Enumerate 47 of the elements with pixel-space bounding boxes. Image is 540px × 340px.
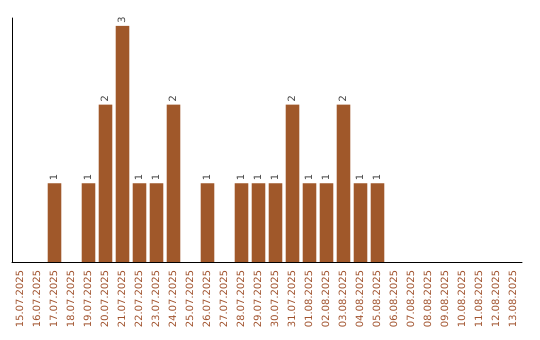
data-label: 1: [253, 174, 264, 180]
data-label: 2: [168, 95, 179, 102]
x-tick-label: 03.08.2025: [338, 270, 349, 328]
x-tick-label: 21.07.2025: [117, 270, 128, 328]
x-tick-label: 31.07.2025: [287, 270, 298, 328]
x-tick-label: 13.08.2025: [508, 270, 519, 328]
x-tick-label: 05.08.2025: [372, 270, 383, 328]
x-tick-label: 23.07.2025: [151, 270, 162, 328]
x-tick-label: 20.07.2025: [100, 270, 111, 328]
x-tick-label: 11.08.2025: [474, 270, 485, 328]
data-label: 1: [134, 174, 145, 180]
data-label: 1: [355, 174, 366, 180]
data-label: 1: [304, 174, 315, 180]
data-label: 1: [270, 174, 281, 180]
x-tick-label: 24.07.2025: [168, 270, 179, 328]
x-tick-label: 02.08.2025: [321, 270, 332, 328]
x-tick-label: 09.08.2025: [440, 270, 451, 328]
x-tick-label: 07.08.2025: [406, 270, 417, 328]
data-label: 1: [321, 174, 332, 180]
data-label: 1: [236, 174, 247, 180]
x-tick-label: 16.07.2025: [32, 270, 43, 328]
data-label: 2: [100, 95, 111, 102]
x-tick-label: 28.07.2025: [236, 270, 247, 328]
data-label: 1: [83, 174, 94, 180]
x-tick-label: 26.07.2025: [202, 270, 213, 328]
x-tick-label: 06.08.2025: [389, 270, 400, 328]
x-tick-label: 19.07.2025: [83, 270, 94, 328]
x-tick-label: 29.07.2025: [253, 270, 264, 328]
data-label: 2: [287, 95, 298, 102]
x-tick-label: 30.07.2025: [270, 270, 281, 328]
data-label: 1: [372, 174, 383, 180]
x-tick-label: 25.07.2025: [185, 270, 196, 328]
x-tick-label: 08.08.2025: [423, 270, 434, 328]
x-tick-label: 22.07.2025: [134, 270, 145, 328]
data-label: 1: [49, 174, 60, 180]
x-tick-label: 04.08.2025: [355, 270, 366, 328]
x-tick-label: 15.07.2025: [15, 270, 26, 328]
x-tick-label: 18.07.2025: [66, 270, 77, 328]
data-label: 2: [338, 95, 349, 102]
x-tick-label: 01.08.2025: [304, 270, 315, 328]
data-label: 1: [202, 174, 213, 180]
x-tick-label: 10.08.2025: [457, 270, 468, 328]
data-label: 1: [151, 174, 162, 180]
x-tick-label: 27.07.2025: [219, 270, 230, 328]
x-tick-label: 17.07.2025: [49, 270, 60, 328]
x-tick-label: 12.08.2025: [491, 270, 502, 328]
data-label: 3: [117, 16, 128, 23]
